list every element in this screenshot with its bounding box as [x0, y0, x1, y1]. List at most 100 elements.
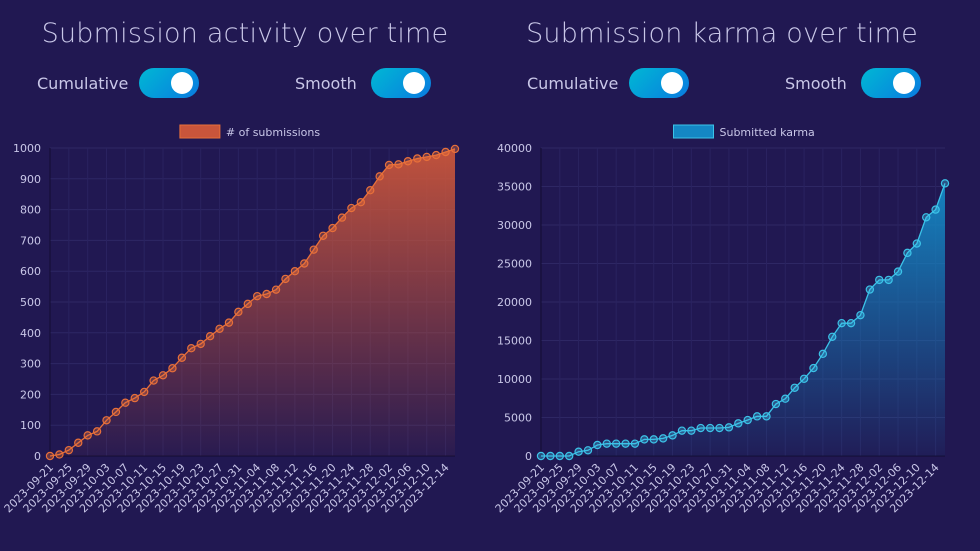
cumulative-toggle[interactable] — [629, 68, 689, 98]
data-point — [384, 160, 394, 170]
data-point — [940, 179, 950, 188]
data-point — [366, 185, 375, 195]
data-point — [111, 407, 121, 417]
y-tick-label: 25000 — [497, 258, 532, 271]
data-point — [328, 223, 337, 233]
page-title: Submission activity over time — [41, 18, 449, 49]
data-point — [799, 374, 809, 383]
cumulative-toggle[interactable] — [139, 68, 199, 98]
data-point — [875, 275, 884, 285]
data-point — [431, 150, 441, 160]
data-point — [555, 451, 564, 461]
page-title: Submission karma over time — [526, 18, 918, 49]
legend-swatch — [673, 124, 714, 139]
y-tick-label: 800 — [20, 204, 41, 217]
y-tick-label: 10000 — [497, 373, 532, 386]
data-point — [347, 203, 356, 213]
data-point — [771, 399, 781, 409]
legend-label: # of submissions — [226, 126, 320, 139]
data-point — [253, 291, 262, 301]
data-point — [828, 332, 837, 342]
data-point — [724, 423, 734, 432]
y-tick-label: 15000 — [497, 335, 532, 348]
y-tick-label: 400 — [20, 327, 41, 340]
data-point — [177, 353, 187, 362]
toggle-knob — [403, 72, 425, 94]
data-point — [677, 426, 687, 435]
y-tick-label: 700 — [20, 234, 41, 247]
series-line — [541, 183, 946, 457]
y-tick-label: 200 — [20, 388, 41, 401]
karma-chart: Submitted karma 0 5000 10000 15000 20000 25000… — [493, 124, 950, 515]
y-tick-label: 0 — [34, 450, 41, 463]
data-point — [83, 431, 92, 440]
y-tick-label: 1000 — [13, 142, 41, 155]
data-point — [696, 423, 705, 433]
data-point — [45, 451, 55, 461]
data-point — [611, 439, 621, 448]
data-point — [893, 267, 903, 276]
data-point — [809, 363, 818, 373]
submissions-chart: # of submissions 0 100 200 300 400 500 600 700 80… — [2, 124, 460, 515]
data-point — [337, 213, 347, 222]
data-point — [450, 144, 460, 154]
data-point — [687, 426, 696, 435]
data-point — [318, 231, 328, 240]
data-point — [205, 331, 215, 341]
data-point — [715, 423, 724, 433]
data-point — [300, 259, 309, 268]
data-point — [356, 198, 366, 207]
data-point — [818, 349, 828, 359]
data-point — [640, 435, 649, 444]
data-point — [309, 245, 318, 254]
data-point — [158, 371, 168, 380]
data-point — [602, 439, 611, 448]
legend-label: Submitted karma — [720, 126, 815, 139]
data-point — [64, 445, 74, 455]
data-point — [583, 446, 593, 455]
legend-swatch — [179, 124, 221, 139]
data-point — [734, 419, 743, 428]
data-point — [243, 299, 252, 309]
data-point — [139, 387, 149, 397]
data-point — [649, 435, 658, 444]
data-point — [422, 152, 431, 162]
y-tick-label: 600 — [20, 265, 41, 278]
data-point — [668, 431, 677, 440]
data-point — [856, 310, 865, 320]
data-point — [903, 248, 912, 258]
toggle-knob — [171, 72, 193, 94]
data-point — [922, 213, 931, 222]
data-point — [931, 205, 940, 214]
y-tick-label: 300 — [20, 358, 41, 371]
data-point — [290, 266, 300, 276]
smooth-label: Smooth — [295, 74, 357, 93]
data-point — [403, 157, 413, 166]
toggle-knob — [893, 72, 915, 94]
y-tick-label: 5000 — [504, 412, 532, 425]
series-area — [50, 148, 455, 456]
data-point — [262, 289, 271, 299]
y-tick-label: 500 — [20, 296, 41, 309]
data-point — [168, 364, 177, 373]
y-tick-label: 30000 — [497, 219, 532, 232]
data-point — [781, 394, 790, 403]
data-point — [621, 439, 630, 448]
y-tick-label: 20000 — [497, 296, 532, 309]
data-point — [546, 451, 555, 461]
data-point — [196, 339, 205, 349]
cumulative-label: Cumulative — [37, 74, 129, 93]
y-tick-label: 40000 — [497, 142, 532, 155]
y-tick-label: 0 — [525, 450, 532, 463]
data-point — [121, 398, 130, 407]
smooth-toggle[interactable] — [861, 68, 921, 98]
smooth-toggle[interactable] — [371, 68, 431, 98]
data-point — [74, 438, 83, 447]
data-point — [130, 393, 139, 403]
data-point — [281, 274, 290, 284]
data-point — [790, 383, 799, 392]
data-point — [215, 324, 224, 333]
data-point — [865, 285, 875, 294]
data-point — [630, 439, 640, 448]
data-point — [912, 239, 922, 248]
